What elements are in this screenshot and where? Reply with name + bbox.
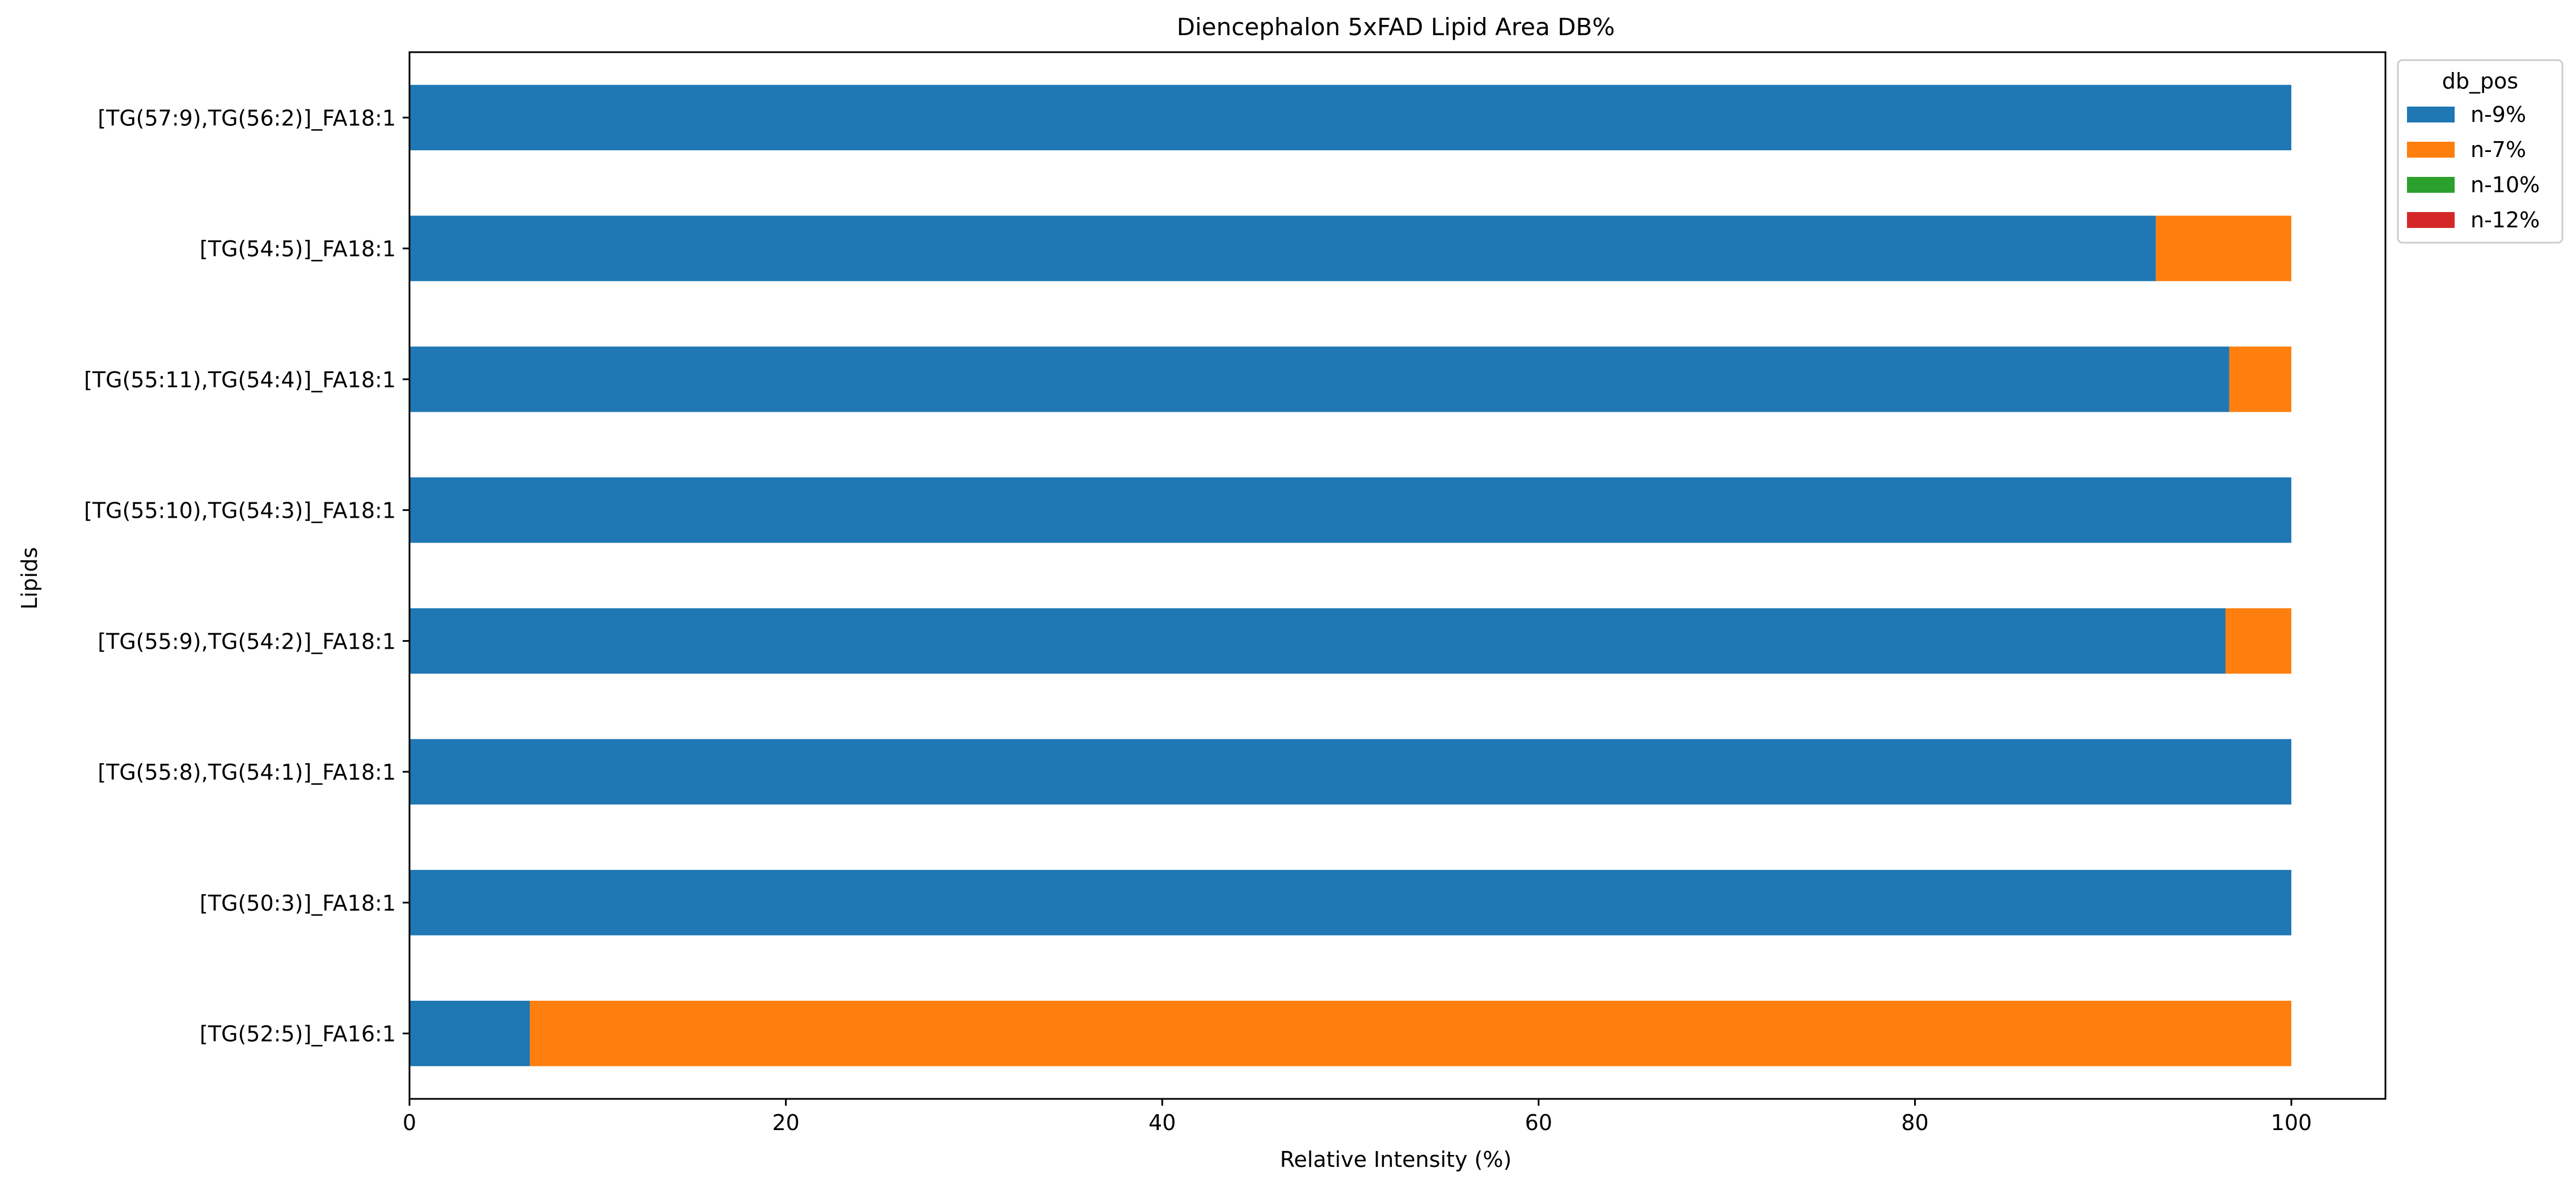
bar-segment-n9-1 — [409, 870, 2292, 936]
x-tick-label: 40 — [1148, 1110, 1176, 1135]
bar-segment-n9-7 — [409, 84, 2292, 151]
bar-segment-n9-4 — [409, 477, 2292, 543]
legend-label: n-12% — [2471, 208, 2540, 232]
legend-swatch-n10 — [2407, 177, 2455, 193]
y-tick-label: [TG(55:9),TG(54:2)]_FA18:1 — [98, 629, 396, 654]
legend: db_pos n-9% n-7% n-10% n-12% — [2397, 59, 2564, 244]
x-tick-label: 20 — [772, 1110, 799, 1135]
y-tick-label: [TG(50:3)]_FA18:1 — [200, 891, 396, 916]
x-tick-label: 100 — [2271, 1110, 2312, 1135]
plot-frame — [408, 51, 2387, 1100]
x-axis-label: Relative Intensity (%) — [1280, 1147, 1512, 1172]
bar-segment-n7-0 — [530, 1000, 2292, 1067]
legend-label: n-9% — [2471, 102, 2526, 127]
y-tick-label: [TG(55:10),TG(54:3)]_FA18:1 — [84, 498, 396, 523]
x-tick-label: 0 — [403, 1110, 416, 1135]
y-tick-label: [TG(55:8),TG(54:1)]_FA18:1 — [98, 760, 396, 785]
bars-layer — [409, 84, 2292, 1067]
y-tick-label: [TG(55:11),TG(54:4)]_FA18:1 — [84, 367, 396, 392]
legend-label: n-7% — [2471, 137, 2526, 162]
y-tick-label: [TG(57:9),TG(56:2)]_FA18:1 — [98, 105, 396, 130]
chart-title: Diencephalon 5xFAD Lipid Area DB% — [1177, 13, 1615, 41]
bar-segment-n9-0 — [409, 1000, 530, 1067]
legend-swatch-n7 — [2407, 142, 2455, 158]
bar-segment-n9-6 — [409, 215, 2156, 281]
y-tick-label: [TG(54:5)]_FA18:1 — [200, 236, 396, 261]
axes-layer: [TG(52:5)]_FA16:1 [TG(50:3)]_FA18:1 [TG(55… — [84, 51, 2387, 1135]
y-axis-label: Lipids — [17, 547, 42, 610]
legend-swatch-n9 — [2407, 107, 2455, 122]
y-tick-label: [TG(52:5)]_FA16:1 — [200, 1022, 396, 1047]
bar-segment-n7-6 — [2156, 215, 2292, 281]
legend-title: db_pos — [2442, 69, 2518, 94]
bar-segment-n9-2 — [409, 739, 2292, 805]
bar-segment-n9-5 — [409, 346, 2229, 412]
legend-label: n-10% — [2471, 172, 2540, 197]
legend-box — [2397, 59, 2564, 244]
bar-segment-n7-3 — [2225, 608, 2292, 674]
bar-segment-n9-3 — [409, 608, 2226, 674]
x-tick-label: 60 — [1525, 1110, 1552, 1135]
bar-segment-n7-5 — [2229, 346, 2292, 412]
legend-swatch-n12 — [2407, 212, 2455, 228]
x-tick-label: 80 — [1901, 1110, 1928, 1135]
